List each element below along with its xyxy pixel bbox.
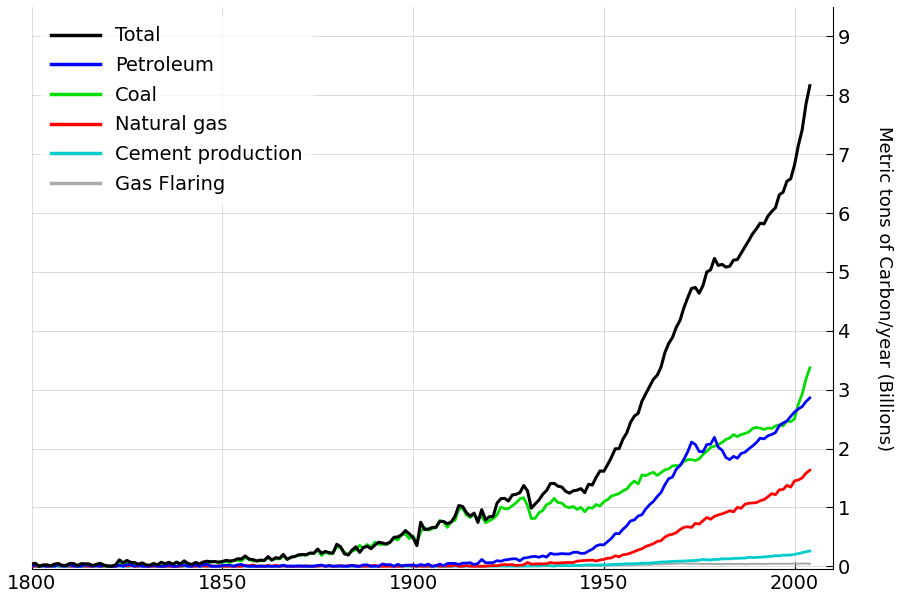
Legend: Total, Petroleum, Coal, Natural gas, Cement production, Gas Flaring: Total, Petroleum, Coal, Natural gas, Cem… xyxy=(41,17,312,203)
Y-axis label: Metric tons of Carbon/year (Billions): Metric tons of Carbon/year (Billions) xyxy=(875,125,893,451)
